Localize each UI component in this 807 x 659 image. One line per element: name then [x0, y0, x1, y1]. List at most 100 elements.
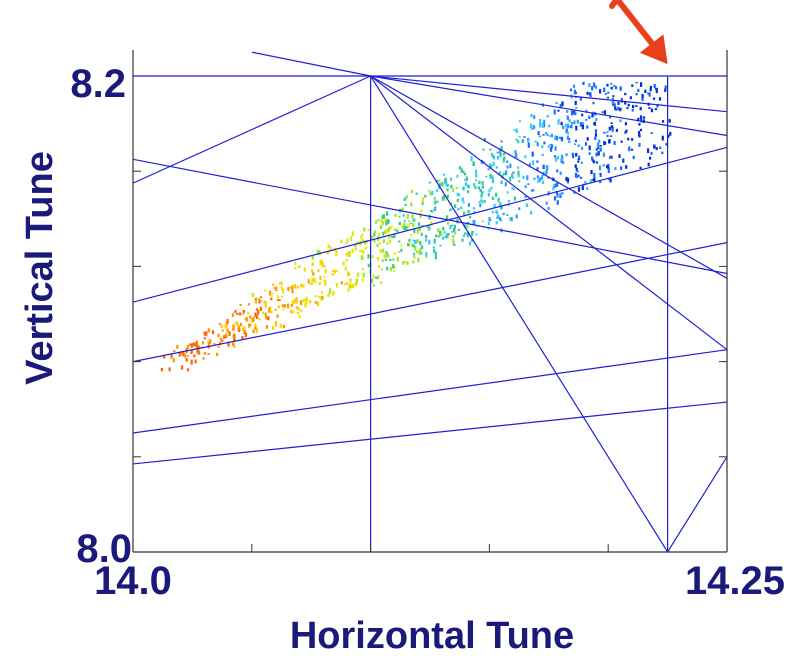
- footprint-point: [393, 252, 396, 255]
- footprint-point: [446, 233, 449, 236]
- footprint-point: [575, 152, 578, 157]
- footprint-point: [517, 166, 520, 169]
- footprint-point: [257, 298, 260, 300]
- footprint-point: [476, 225, 479, 228]
- footprint-point: [444, 178, 447, 184]
- footprint-point: [335, 270, 338, 272]
- footprint-point: [356, 241, 359, 245]
- footprint-point: [331, 270, 334, 273]
- footprint-point: [471, 231, 474, 236]
- footprint-point: [412, 220, 415, 222]
- footprint-point: [386, 211, 389, 216]
- footprint-point: [243, 329, 246, 335]
- footprint-point: [653, 144, 656, 149]
- footprint-point: [458, 166, 461, 170]
- footprint-point: [599, 174, 602, 177]
- footprint-point: [648, 92, 651, 97]
- footprint-point: [491, 210, 495, 214]
- footprint-point: [367, 263, 370, 268]
- footprint-point: [549, 147, 553, 152]
- footprint-point: [647, 162, 650, 167]
- footprint-point: [344, 266, 347, 271]
- footprint-point: [362, 249, 365, 255]
- footprint-point: [340, 239, 343, 244]
- footprint-point: [477, 186, 480, 190]
- footprint-point: [446, 188, 449, 192]
- footprint-point: [217, 345, 220, 348]
- footprint-point: [410, 202, 413, 207]
- footprint-point: [416, 228, 419, 234]
- footprint-point: [398, 240, 401, 243]
- footprint-point: [386, 266, 389, 271]
- footprint-point: [462, 170, 465, 174]
- footprint-point: [556, 155, 559, 160]
- footprint-point: [488, 163, 492, 168]
- footprint-point: [239, 303, 242, 306]
- footprint-point: [233, 336, 236, 341]
- footprint-point: [295, 300, 298, 304]
- footprint-point: [555, 135, 559, 141]
- footprint-point: [333, 269, 336, 272]
- footprint-point: [610, 135, 613, 137]
- footprint-point: [614, 106, 617, 110]
- footprint-point: [275, 286, 278, 292]
- footprint-point: [599, 181, 602, 184]
- footprint-point: [637, 117, 640, 122]
- footprint-point: [319, 275, 322, 280]
- footprint-point: [420, 209, 423, 213]
- footprint-point: [606, 165, 609, 169]
- footprint-point: [466, 184, 470, 189]
- footprint-point: [500, 145, 503, 150]
- footprint-point: [479, 188, 482, 192]
- footprint-point: [611, 97, 615, 100]
- footprint-point: [617, 101, 620, 105]
- footprint-point: [487, 221, 490, 226]
- footprint-point: [467, 210, 470, 214]
- footprint-point: [241, 336, 244, 340]
- footprint-point: [602, 164, 605, 167]
- footprint-point: [539, 118, 542, 124]
- footprint-point: [419, 247, 422, 253]
- footprint-point: [513, 196, 516, 201]
- footprint-point: [543, 141, 546, 145]
- footprint-point: [556, 169, 559, 173]
- footprint-point: [620, 166, 623, 171]
- footprint-point: [252, 329, 255, 334]
- resonance-line: [370, 75, 727, 279]
- footprint-point: [473, 211, 476, 213]
- footprint-point: [603, 110, 606, 115]
- footprint-point: [554, 135, 557, 141]
- footprint-point: [345, 259, 348, 261]
- footprint-point: [661, 120, 665, 123]
- footprint-point: [186, 368, 190, 372]
- footprint-point: [434, 254, 437, 260]
- plot-frame: [132, 50, 728, 553]
- footprint-point: [500, 206, 503, 210]
- footprint-point: [578, 155, 581, 160]
- footprint-point: [370, 278, 374, 284]
- footprint-point: [440, 232, 443, 237]
- footprint-point: [277, 299, 280, 302]
- footprint-point: [303, 298, 306, 301]
- footprint-point: [571, 112, 574, 116]
- footprint-point: [517, 174, 520, 178]
- footprint-point: [316, 249, 319, 254]
- footprint-point: [518, 180, 521, 183]
- footprint-point: [559, 136, 562, 139]
- footprint-point: [635, 105, 638, 107]
- footprint-point: [497, 197, 500, 203]
- footprint-point: [394, 228, 397, 231]
- footprint-point: [461, 238, 464, 242]
- footprint-point: [385, 253, 389, 257]
- footprint-point: [545, 132, 548, 135]
- footprint-point: [260, 300, 263, 302]
- footprint-point: [541, 145, 544, 149]
- footprint-point: [554, 146, 557, 151]
- footprint-point: [632, 155, 635, 160]
- footprint-point: [415, 192, 418, 195]
- footprint-point: [591, 178, 594, 181]
- footprint-point: [606, 96, 609, 99]
- footprint-point: [351, 231, 354, 236]
- footprint-point: [577, 160, 580, 163]
